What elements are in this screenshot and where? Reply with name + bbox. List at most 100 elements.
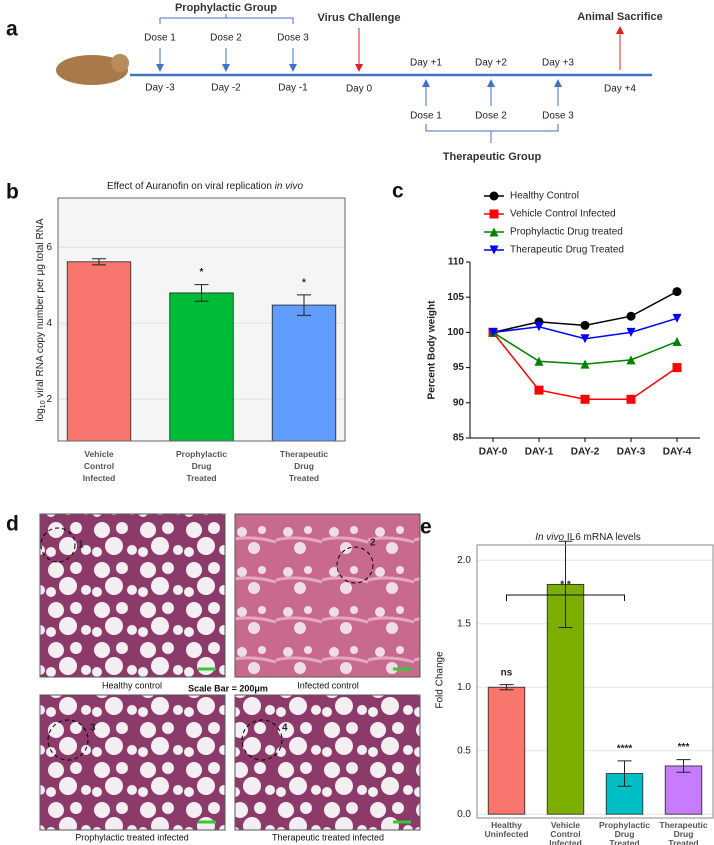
marker [534, 322, 544, 332]
marker [672, 313, 682, 323]
bar [66, 261, 132, 442]
day-label: Day +1 [410, 58, 442, 69]
region-circle [336, 546, 374, 584]
region-number: 2 [370, 538, 376, 549]
marker [489, 209, 499, 219]
y-tick-label: 105 [447, 292, 464, 303]
micrograph [39, 694, 226, 831]
legend-label: Therapeutic Drug Treated [510, 245, 624, 256]
legend-label: Healthy Control [510, 191, 579, 202]
label-line: Control [84, 461, 114, 471]
panel-letter: c [392, 180, 404, 203]
x-tick-label: Healthy Uninfected [485, 820, 529, 839]
histology: 1 2 3 4 Healthy control Infected control… [39, 513, 421, 842]
day-label: Day 0 [346, 84, 373, 95]
x-tick-label: DAY-1 [525, 447, 554, 458]
dose-label: Dose 1 [144, 33, 176, 44]
marker [626, 311, 636, 321]
day-label: Day +3 [542, 58, 574, 69]
label-line: Prophylactic [176, 449, 227, 459]
image-caption: Prophylactic treated infected [75, 832, 189, 842]
region-circle [241, 719, 283, 761]
error-bar [194, 284, 209, 302]
y-tick-label: 2 [46, 394, 52, 405]
x-tick-label: Prophylactic Drug Treated [176, 449, 227, 483]
label-line: Vehicle [551, 820, 581, 830]
label-part: viral RNA copy number per μg total RNA [35, 218, 46, 400]
day-label: Day -1 [278, 83, 308, 94]
marker [672, 337, 682, 347]
error-bar [499, 684, 514, 691]
group-label: Prophylactic Group [175, 2, 277, 14]
dose-label: Dose 2 [475, 111, 507, 122]
plot-border [476, 544, 714, 819]
y-tick-label: 90 [453, 397, 465, 408]
label-line: Drug [294, 461, 314, 471]
title-part: IL6 mRNA levels [564, 532, 641, 543]
marker [489, 245, 499, 255]
day-label: Day -3 [145, 83, 175, 94]
micrograph [234, 694, 421, 831]
chart-title: Effect of Auranofin on viral replication… [107, 181, 303, 192]
dose-label: Dose 3 [542, 111, 574, 122]
legend-label: Vehicle Control Infected [510, 209, 616, 220]
region-number: 1 [78, 540, 84, 551]
marker [626, 355, 636, 365]
bar [271, 304, 337, 442]
bracket [159, 14, 294, 24]
panel-letter: d [6, 513, 19, 536]
dose-label: Dose 1 [410, 111, 442, 122]
significance-label: ns [501, 667, 513, 678]
error-bar [676, 759, 691, 773]
label-line: Control [550, 829, 580, 839]
y-axis-label: Percent Body weight [427, 300, 438, 400]
error-bar [558, 540, 573, 629]
error-bar [617, 760, 632, 787]
y-tick-label: 95 [453, 362, 465, 373]
region-number: 3 [90, 723, 96, 734]
image-caption: Healthy control [102, 680, 162, 690]
error-bar [92, 258, 106, 266]
marker [626, 394, 636, 404]
bar [664, 765, 703, 815]
marker [672, 287, 682, 297]
plot-border [57, 197, 346, 442]
x-tick-label: Therapeutic Drug Treated [280, 449, 328, 483]
dose-label: Dose 3 [277, 33, 309, 44]
panel-letter: b [6, 181, 19, 204]
legend-label: Prophylactic Drug treated [510, 227, 623, 238]
significance-label: * [200, 267, 204, 278]
hamster [111, 54, 129, 72]
marker [534, 385, 544, 395]
marker [534, 356, 544, 366]
panel-letter: a [6, 18, 18, 41]
x-tick-label: Therapeutic Drug Treated [659, 820, 707, 845]
panel-letter: e [420, 516, 432, 539]
day-label: Day +4 [604, 84, 636, 95]
day-label: Day +2 [475, 58, 507, 69]
x-tick-label: Vehicle Control Infected [83, 449, 116, 483]
label-line: Drug [674, 829, 694, 839]
x-tick-label: DAY-3 [617, 447, 646, 458]
x-tick-label: Prophylactic Drug Treated [599, 820, 650, 845]
image-caption: Infected control [297, 680, 359, 690]
micrograph [39, 513, 226, 678]
marker [672, 363, 682, 373]
label-line: Infected [83, 473, 116, 483]
label-part: 10 [40, 400, 47, 408]
label-line: Healthy [491, 820, 522, 830]
bar [169, 292, 234, 442]
marker [580, 394, 590, 404]
label-line: Therapeutic [659, 820, 707, 830]
y-tick-label: 0.0 [457, 809, 471, 820]
group-label: Therapeutic Group [443, 151, 542, 163]
title-part: In vivo [535, 532, 564, 543]
label-line: Drug [615, 829, 635, 839]
label-line: Prophylactic [599, 820, 650, 830]
marker [580, 320, 590, 330]
x-tick-label: DAY-0 [479, 447, 508, 458]
y-tick-label: 1.5 [457, 618, 471, 629]
region-circle [47, 719, 89, 761]
